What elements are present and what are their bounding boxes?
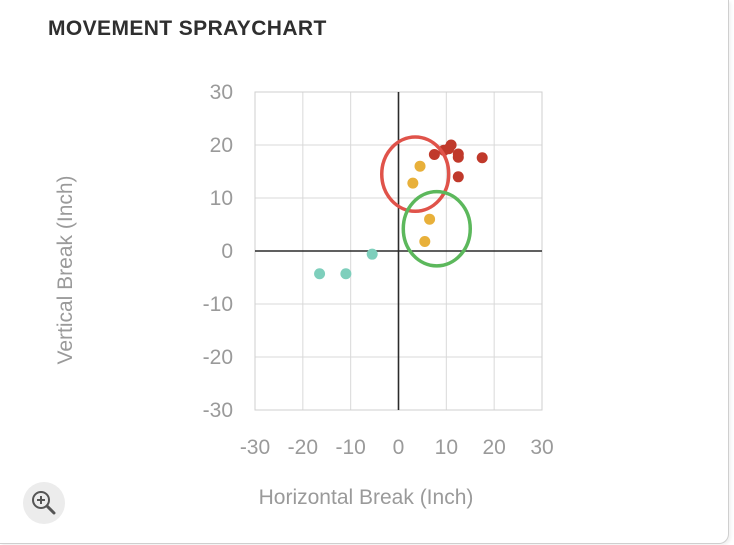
y-tick-label: 0 xyxy=(221,240,233,263)
x-tick-label: -30 xyxy=(240,436,270,459)
y-tick-label: -10 xyxy=(203,293,233,316)
data-point xyxy=(452,151,464,163)
chart-title: MOVEMENT SPRAYCHART xyxy=(48,17,327,40)
data-point xyxy=(414,160,426,172)
y-tick-label: -20 xyxy=(203,346,233,369)
data-point xyxy=(407,177,419,189)
data-point xyxy=(314,268,326,280)
annotation-circle xyxy=(380,135,451,213)
x-tick-label: -20 xyxy=(288,436,318,459)
x-tick-label: -10 xyxy=(335,436,365,459)
x-tick-label: 30 xyxy=(530,436,553,459)
zoom-button[interactable] xyxy=(23,482,65,524)
x-tick-label: 10 xyxy=(435,436,458,459)
zoom-in-icon xyxy=(32,491,56,515)
data-point xyxy=(419,235,431,247)
y-axis-label: Vertical Break (Inch) xyxy=(54,175,77,364)
data-point xyxy=(340,268,352,280)
x-tick-label: 20 xyxy=(482,436,505,459)
data-point xyxy=(443,143,455,155)
data-point xyxy=(366,248,378,260)
y-tick-label: 20 xyxy=(210,134,233,157)
annotation-circle xyxy=(401,189,472,268)
data-point xyxy=(452,171,464,183)
data-point xyxy=(428,149,440,161)
y-tick-label: 30 xyxy=(210,81,233,104)
x-axis-label: Horizontal Break (Inch) xyxy=(259,486,474,509)
data-point xyxy=(424,213,436,225)
x-tick-label: 0 xyxy=(393,436,405,459)
y-tick-label: 10 xyxy=(210,187,233,210)
y-tick-label: -30 xyxy=(203,399,233,422)
data-point xyxy=(476,152,488,164)
